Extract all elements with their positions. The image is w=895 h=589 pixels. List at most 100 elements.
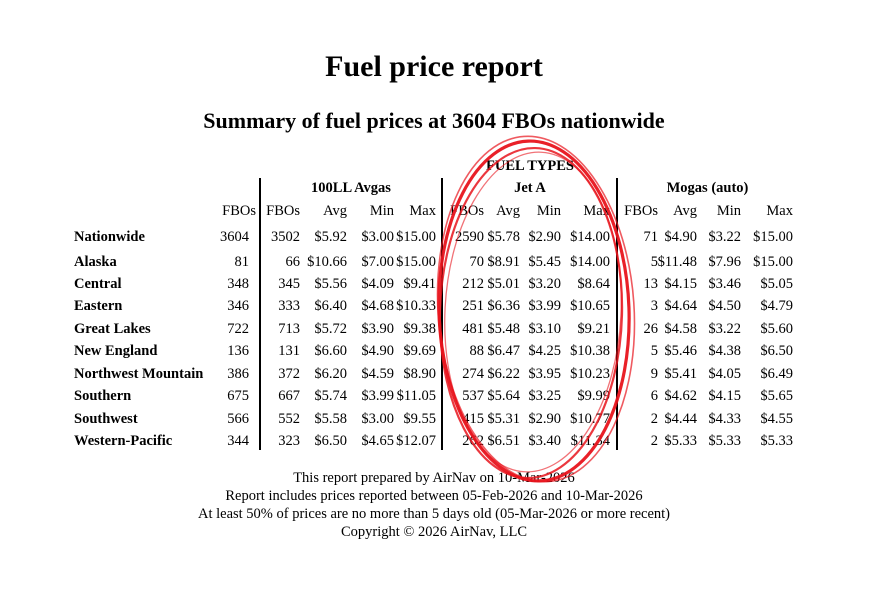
mogas-min-cell: $3.22 — [708, 229, 741, 245]
mogas-avg-cell: $4.64 — [664, 298, 697, 314]
avgas-max-cell: $12.07 — [396, 433, 436, 449]
mogas-max-cell: $5.65 — [760, 388, 793, 404]
region-label: Great Lakes — [74, 321, 151, 337]
avgas-avg-cell: $6.60 — [314, 343, 347, 359]
jeta-max-cell: $10.65 — [570, 298, 610, 314]
mogas-max-cell: $4.79 — [760, 298, 793, 314]
mogas-fbos-cell: 71 — [643, 229, 659, 245]
avgas-min-cell: $4.90 — [361, 343, 394, 359]
mogas-avg-cell: $5.46 — [664, 343, 697, 359]
mogas-fbos-cell: 6 — [650, 388, 658, 404]
jeta-max-cell: $11.34 — [570, 433, 610, 449]
avgas-max-cell: $15.00 — [396, 229, 436, 245]
mogas-max-cell: $4.55 — [760, 411, 793, 427]
mogas-avg-cell: $4.15 — [664, 276, 697, 292]
avgas-fbos-cell: 131 — [278, 343, 300, 359]
page-subtitle: Summary of fuel prices at 3604 FBOs nati… — [203, 108, 665, 133]
total-fbos-cell: 566 — [227, 411, 249, 427]
subheader-mogas-avg: Avg — [673, 203, 697, 219]
avgas-max-cell: $8.90 — [403, 366, 436, 382]
mogas-max-cell: $5.33 — [760, 433, 793, 449]
subheader-avgas-min: Min — [369, 203, 394, 219]
subheader-jeta-avg: Avg — [496, 203, 520, 219]
region-label: Eastern — [74, 298, 123, 314]
avgas-fbos-cell: 713 — [278, 321, 300, 337]
avgas-min-cell: $3.90 — [361, 321, 394, 337]
mogas-min-cell: $4.50 — [708, 298, 741, 314]
jeta-max-cell: $10.77 — [570, 411, 610, 427]
mogas-fbos-cell: 2 — [650, 411, 658, 427]
jeta-max-cell: $9.99 — [577, 388, 610, 404]
fuel-types-header: FUEL TYPES — [486, 158, 574, 174]
avgas-max-cell: $9.55 — [403, 411, 436, 427]
mogas-min-cell: $4.05 — [708, 366, 741, 382]
avgas-max-cell: $9.69 — [403, 343, 436, 359]
region-label: Northwest Mountain — [74, 366, 204, 382]
avgas-max-cell: $15.00 — [396, 254, 436, 270]
mogas-fbos-cell: 13 — [643, 276, 659, 292]
region-label: Central — [74, 276, 122, 292]
mogas-min-cell: $3.22 — [708, 321, 741, 337]
total-fbos-cell: 136 — [227, 343, 249, 359]
subheader-jeta-max: Max — [583, 203, 610, 219]
total-fbos-cell: 81 — [234, 254, 250, 270]
total-fbos-cell: 346 — [227, 298, 249, 314]
avgas-min-cell: $4.68 — [361, 298, 394, 314]
avgas-max-cell: $9.41 — [403, 276, 436, 292]
avgas-fbos-cell: 333 — [278, 298, 300, 314]
avgas-min-cell: $4.65 — [361, 433, 394, 449]
avgas-min-cell: $4.09 — [361, 276, 394, 292]
footer-age: At least 50% of prices are no more than … — [197, 506, 670, 522]
divider-avgas — [259, 178, 261, 450]
mogas-min-cell: $4.33 — [708, 411, 741, 427]
mogas-fbos-cell: 2 — [650, 433, 658, 449]
avgas-fbos-cell: 3502 — [271, 229, 300, 245]
page-title: Fuel price report — [325, 50, 543, 83]
region-label: Southwest — [74, 411, 138, 427]
mogas-fbos-cell: 26 — [643, 321, 659, 337]
avgas-min-cell: $3.99 — [361, 388, 394, 404]
subheader-avgas-max: Max — [409, 203, 436, 219]
avgas-avg-cell: $5.74 — [314, 388, 347, 404]
jeta-max-cell: $10.23 — [570, 366, 610, 382]
subheader-avgas-fbos: FBOs — [266, 203, 300, 219]
region-label: Alaska — [74, 254, 117, 270]
mogas-avg-cell: $4.62 — [664, 388, 697, 404]
mogas-max-cell: $15.00 — [753, 229, 793, 245]
report-footer: This report prepared by AirNav on 10-Mar… — [0, 469, 868, 541]
mogas-min-cell: $3.46 — [708, 276, 741, 292]
region-label: Nationwide — [74, 229, 145, 245]
avgas-avg-cell: $6.40 — [314, 298, 347, 314]
mogas-max-cell: $6.49 — [760, 366, 793, 382]
avgas-max-cell: $11.05 — [396, 388, 436, 404]
mogas-avg-cell: $4.90 — [664, 229, 697, 245]
avgas-avg-cell: $10.66 — [307, 254, 347, 270]
mogas-avg-cell: $5.41 — [664, 366, 697, 382]
region-label: New England — [74, 343, 158, 359]
jeta-max-cell: $10.38 — [570, 343, 610, 359]
avgas-fbos-cell: 552 — [278, 411, 300, 427]
jeta-max-cell: $14.00 — [570, 254, 610, 270]
avgas-fbos-cell: 345 — [278, 276, 300, 292]
avgas-max-cell: $9.38 — [403, 321, 436, 337]
mogas-min-cell: $7.96 — [708, 254, 741, 270]
subheader-jeta-min: Min — [536, 203, 561, 219]
avgas-avg-cell: $5.58 — [314, 411, 347, 427]
mogas-min-cell: $5.33 — [708, 433, 741, 449]
mogas-avg-cell: $11.48 — [657, 254, 697, 270]
mogas-min-cell: $4.15 — [708, 388, 741, 404]
total-fbos-cell: 344 — [227, 433, 249, 449]
subheader-avgas-avg: Avg — [323, 203, 347, 219]
jeta-max-cell: $8.64 — [577, 276, 610, 292]
mogas-fbos-cell: 3 — [650, 298, 658, 314]
mogas-avg-cell: $5.33 — [664, 433, 697, 449]
avgas-min-cell: $3.00 — [361, 229, 394, 245]
avgas-fbos-cell: 372 — [278, 366, 300, 382]
jeta-max-cell: $14.00 — [570, 229, 610, 245]
footer-copyright: Copyright © 2026 AirNav, LLC — [340, 524, 528, 540]
jeta-max-cell: $9.21 — [577, 321, 610, 337]
header-total-fbos: FBOs — [222, 203, 256, 219]
mogas-fbos-cell: 5 — [650, 343, 658, 359]
avgas-max-cell: $10.33 — [396, 298, 436, 314]
footer-prepared: This report prepared by AirNav on 10-Mar… — [293, 470, 575, 486]
